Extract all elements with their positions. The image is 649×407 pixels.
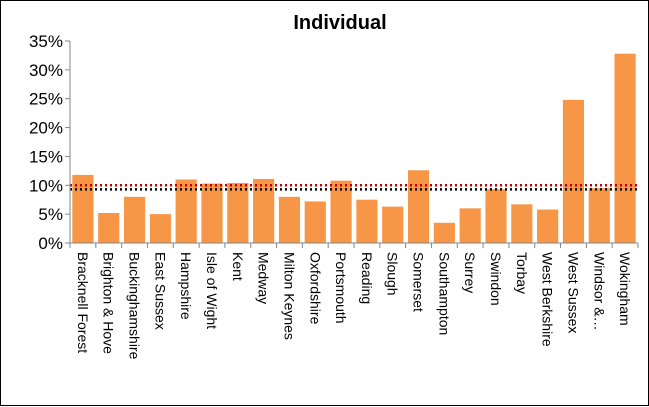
y-tick-label: 35%	[29, 32, 63, 51]
bars	[72, 54, 635, 243]
x-tick-label: Isle of Wight	[204, 252, 220, 329]
bar	[356, 200, 377, 243]
y-tick-label: 0%	[38, 234, 63, 253]
x-tick-label: Oxfordshire	[307, 252, 323, 325]
x-tick-label: Buckinghamshire	[127, 252, 143, 360]
bar	[279, 197, 300, 243]
bar	[150, 214, 171, 243]
x-tick-label: Portsmouth	[333, 252, 349, 324]
bar	[485, 189, 506, 243]
x-tick-label: Bracknell Forest	[75, 252, 91, 353]
bar	[615, 54, 636, 243]
x-tick-label: Kent	[230, 252, 246, 281]
bar	[434, 223, 455, 243]
x-tick-label: Milton Keynes	[281, 252, 297, 340]
bar	[201, 184, 222, 243]
y-tick-label: 15%	[29, 147, 63, 166]
x-tick-label: Slough	[385, 252, 401, 296]
bar	[408, 170, 429, 243]
x-tick-label: Wokingham	[617, 252, 633, 326]
bar	[537, 210, 558, 243]
x-tick-label: Southampton	[436, 252, 452, 335]
x-tick-label: Swindon	[488, 252, 504, 306]
y-axis-ticks: 0% 5% 10% 15% 20% 25% 30% 35%	[29, 32, 70, 253]
x-axis-labels: Bracknell Forest Brighton & Hove Buckingha…	[75, 252, 633, 360]
x-tick-label: Medway	[256, 252, 272, 304]
y-tick-label: 10%	[29, 176, 63, 195]
x-tick-label: Reading	[359, 252, 375, 304]
bar	[305, 201, 326, 243]
x-tick-label: West Sussex	[565, 252, 581, 333]
x-tick-label: Surrey	[462, 252, 478, 293]
x-tick-label: Torbay	[514, 252, 530, 294]
bar	[124, 197, 145, 243]
x-tick-label: Somerset	[411, 252, 427, 312]
x-tick-label: Hampshire	[178, 252, 194, 320]
y-tick-label: 25%	[29, 90, 63, 109]
x-tick-label: East Sussex	[152, 252, 168, 330]
chart-title: Individual	[293, 12, 386, 34]
bar	[460, 208, 481, 243]
bar	[227, 183, 248, 243]
x-tick-label: West Berkshire	[540, 252, 556, 347]
bar	[511, 204, 532, 243]
x-tick-label: Windsor &…	[591, 252, 607, 331]
reference-lines	[70, 185, 638, 189]
y-tick-label: 30%	[29, 61, 63, 80]
bar	[563, 100, 584, 243]
x-tick-label: Brighton & Hove	[101, 252, 117, 354]
bar	[589, 188, 610, 243]
bar	[98, 213, 119, 243]
bar	[382, 207, 403, 243]
y-tick-label: 5%	[38, 205, 63, 224]
y-tick-label: 20%	[29, 119, 63, 138]
